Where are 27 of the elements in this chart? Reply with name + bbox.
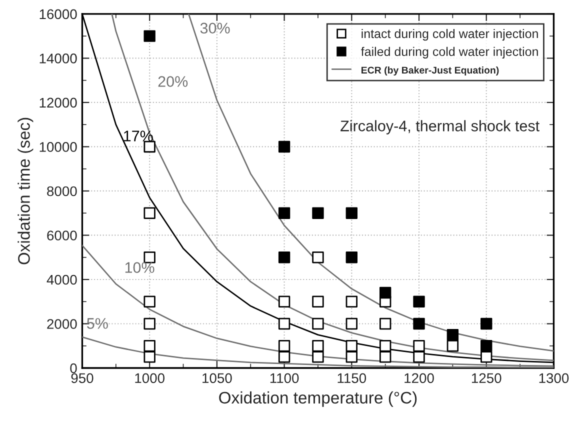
y-tick-label: 12000 <box>40 98 77 108</box>
annotation: ECR (by Baker-Just Equation) <box>362 66 499 76</box>
y-tick-label: 8000 <box>47 186 77 196</box>
series-label: 5% <box>87 318 108 329</box>
y-tick-label: 0 <box>70 363 77 374</box>
y-tick-label: 6000 <box>47 230 77 240</box>
x-tick-label: 1000 <box>135 373 164 384</box>
y-tick-label: 10000 <box>40 142 77 152</box>
series-label: 10% <box>125 262 154 273</box>
y-tick-label: 4000 <box>46 274 77 285</box>
legend-label: failed during cold water injection <box>361 46 538 59</box>
x-tick-label: 1300 <box>539 373 569 384</box>
y-tick-label: 2000 <box>47 319 77 329</box>
x-tick-label: 1200 <box>404 373 434 384</box>
x-tick-label: 950 <box>71 373 94 384</box>
x-tick-label: 1100 <box>270 373 299 384</box>
y-tick-label: 14000 <box>40 54 77 64</box>
legend-label: intact during cold water injection <box>362 28 538 41</box>
x-tick-label: 1050 <box>202 373 232 384</box>
annotation: Zircaloy-4, thermal shock test <box>340 120 540 134</box>
series-label: 20% <box>158 76 188 87</box>
y-tick-label: 16000 <box>40 9 77 20</box>
x-axis-title: Oxidation temperature (°C) <box>219 391 417 407</box>
y-axis-title: Oxidation time (sec) <box>18 118 34 264</box>
x-tick-label: 1150 <box>338 373 366 384</box>
x-tick-label: 1250 <box>472 373 502 384</box>
series-label: 30% <box>200 22 230 34</box>
